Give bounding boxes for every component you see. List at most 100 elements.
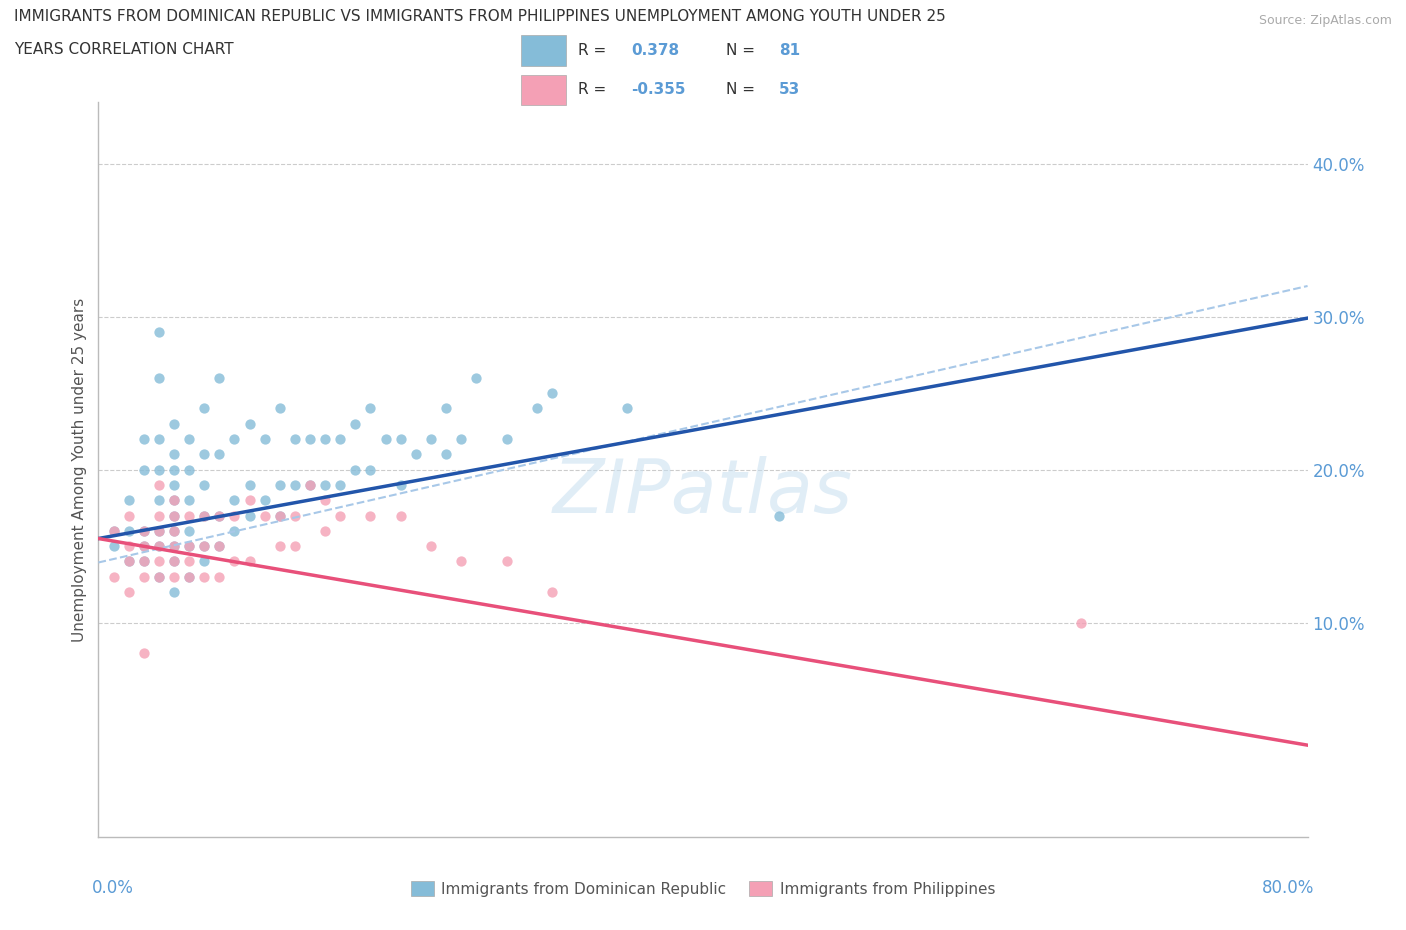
Point: [224, 493, 246, 508]
Text: 0.378: 0.378: [631, 43, 679, 58]
Point: [329, 432, 352, 446]
Point: [148, 538, 170, 553]
Point: [193, 569, 215, 584]
Point: [434, 447, 457, 462]
Text: IMMIGRANTS FROM DOMINICAN REPUBLIC VS IMMIGRANTS FROM PHILIPPINES UNEMPLOYMENT A: IMMIGRANTS FROM DOMINICAN REPUBLIC VS IM…: [14, 9, 946, 24]
Point: [193, 401, 215, 416]
Point: [495, 432, 517, 446]
Point: [118, 524, 141, 538]
Text: ZIPatlas: ZIPatlas: [553, 456, 853, 527]
Point: [163, 477, 186, 492]
Point: [239, 554, 262, 569]
Point: [163, 447, 186, 462]
Text: R =: R =: [578, 83, 610, 98]
Point: [314, 493, 336, 508]
Point: [299, 477, 322, 492]
Point: [103, 524, 125, 538]
Point: [208, 508, 231, 523]
Point: [329, 477, 352, 492]
Point: [269, 508, 291, 523]
Point: [314, 477, 336, 492]
Point: [132, 524, 155, 538]
Point: [179, 462, 201, 477]
Point: [269, 477, 291, 492]
Point: [148, 370, 170, 385]
Point: [163, 569, 186, 584]
Point: [269, 508, 291, 523]
Point: [269, 401, 291, 416]
Point: [344, 462, 367, 477]
Point: [163, 554, 186, 569]
Text: 81: 81: [779, 43, 800, 58]
Point: [389, 508, 412, 523]
Text: 53: 53: [779, 83, 800, 98]
Point: [132, 569, 155, 584]
Point: [163, 493, 186, 508]
Point: [148, 432, 170, 446]
Point: [208, 569, 231, 584]
Text: -0.355: -0.355: [631, 83, 685, 98]
Point: [163, 508, 186, 523]
Point: [193, 447, 215, 462]
Point: [269, 538, 291, 553]
Point: [193, 477, 215, 492]
Point: [118, 585, 141, 600]
Point: [193, 508, 215, 523]
Point: [420, 432, 443, 446]
Point: [163, 493, 186, 508]
Point: [148, 524, 170, 538]
Point: [284, 538, 307, 553]
Point: [465, 370, 488, 385]
Point: [239, 508, 262, 523]
Point: [450, 554, 472, 569]
Point: [118, 538, 141, 553]
Point: [344, 417, 367, 432]
Point: [132, 462, 155, 477]
Legend: Immigrants from Dominican Republic, Immigrants from Philippines: Immigrants from Dominican Republic, Immi…: [405, 874, 1001, 903]
Point: [224, 554, 246, 569]
Point: [389, 477, 412, 492]
Point: [163, 462, 186, 477]
Point: [148, 325, 170, 339]
Point: [284, 508, 307, 523]
Point: [132, 538, 155, 553]
Y-axis label: Unemployment Among Youth under 25 years: Unemployment Among Youth under 25 years: [72, 298, 87, 642]
Point: [179, 569, 201, 584]
Point: [179, 538, 201, 553]
Point: [193, 554, 215, 569]
Text: 80.0%: 80.0%: [1263, 879, 1315, 897]
Text: Source: ZipAtlas.com: Source: ZipAtlas.com: [1258, 14, 1392, 27]
Point: [148, 508, 170, 523]
Point: [118, 508, 141, 523]
Point: [132, 524, 155, 538]
Point: [179, 508, 201, 523]
Point: [179, 493, 201, 508]
Point: [360, 401, 382, 416]
Point: [239, 477, 262, 492]
Point: [299, 432, 322, 446]
Point: [103, 538, 125, 553]
Point: [420, 538, 443, 553]
Point: [163, 508, 186, 523]
Point: [389, 432, 412, 446]
Point: [148, 569, 170, 584]
Point: [208, 538, 231, 553]
Point: [434, 401, 457, 416]
Point: [103, 524, 125, 538]
Bar: [520, 35, 567, 65]
Point: [374, 432, 396, 446]
Point: [284, 477, 307, 492]
Point: [148, 569, 170, 584]
Point: [768, 508, 790, 523]
Point: [118, 554, 141, 569]
Point: [616, 401, 638, 416]
Point: [132, 645, 155, 660]
Point: [163, 585, 186, 600]
Point: [193, 508, 215, 523]
Point: [132, 554, 155, 569]
Point: [239, 493, 262, 508]
Point: [193, 538, 215, 553]
Point: [148, 477, 170, 492]
Point: [148, 493, 170, 508]
Point: [224, 508, 246, 523]
